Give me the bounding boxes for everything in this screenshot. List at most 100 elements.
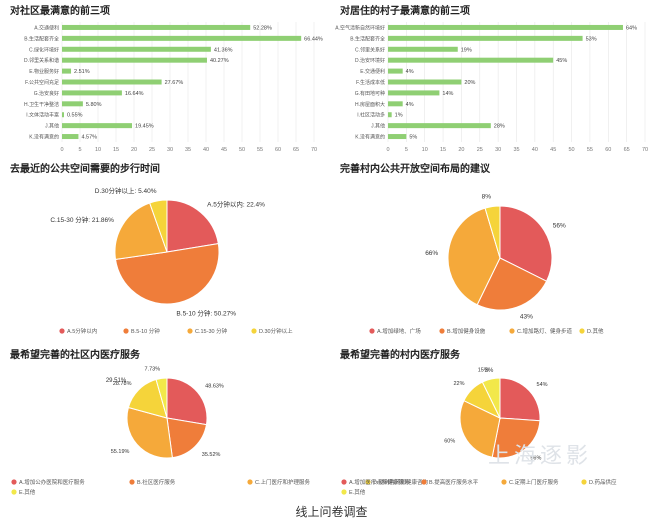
legend-swatch — [123, 328, 129, 334]
legend-swatch — [341, 489, 347, 495]
legend-label: B.5-10 分钟 — [131, 327, 160, 335]
category-label: G.有田地可种 — [355, 90, 385, 97]
legend-swatch — [581, 479, 587, 485]
slice-label: D.30分钟以上: 5.40% — [95, 186, 157, 195]
x-tick-label: 35 — [513, 147, 519, 153]
x-tick-label: 55 — [257, 147, 263, 153]
chart-title: 最希望完善的社区内医疗服务 — [10, 348, 141, 361]
bar — [62, 134, 79, 140]
pie-slice — [447, 207, 501, 306]
x-tick-label: 45 — [550, 147, 556, 153]
bar-value-label: 20% — [464, 80, 475, 86]
legend-swatch — [251, 328, 257, 334]
bar-value-label: 4% — [406, 102, 414, 108]
bar-value-label: 4.57% — [81, 135, 97, 141]
legend-swatch — [247, 479, 253, 485]
pie-chart-3: 完善村内公共开放空间布局的建议 56% 43% 66% 8% A.增加绿地、广场 B.增加健… — [340, 162, 604, 335]
pie-slice — [149, 199, 168, 253]
bar — [388, 112, 392, 118]
slice-label: 43% — [520, 314, 533, 321]
x-tick-label: 70 — [642, 147, 648, 153]
slice-label: B.5-10 分钟: 50.27% — [176, 308, 236, 317]
slice-label: 54% — [537, 382, 548, 388]
legend-swatch — [59, 328, 65, 334]
x-tick-label: 35 — [185, 147, 191, 153]
legend-label: E.其他 — [349, 488, 366, 496]
bar-value-label: 4% — [406, 69, 414, 75]
x-tick-label: 45 — [221, 147, 227, 153]
bar — [62, 24, 251, 30]
x-tick-label: 40 — [532, 147, 538, 153]
legend-swatch — [439, 328, 445, 334]
legend: A.增加医疗点和健康服务 B.提高医疗服务水平 C.定期上门医疗服务 D.药品供应 E.… — [341, 478, 617, 496]
x-tick-label: 0 — [60, 147, 63, 153]
legend-label: D.其他 — [587, 327, 604, 335]
bar-value-label: 5% — [409, 135, 417, 141]
pie-slice — [476, 257, 548, 311]
slice-label: 66% — [425, 250, 438, 257]
category-label: F.公共空间充足 — [25, 79, 59, 86]
bar — [388, 68, 403, 74]
category-label: B.生活配套齐全 — [24, 35, 59, 42]
x-tick-label: 40 — [203, 147, 209, 153]
x-tick-label: 10 — [95, 147, 101, 153]
pie-chart-2: 去最近的公共空间需要的步行时间 A.5分钟以内: 22.4% B.5-10 分钟: … — [10, 162, 293, 335]
legend: A.增加绿地、广场 B.增加健身设施 C.增加路灯、健身步道 D.其他 — [369, 327, 604, 335]
legend-label: C.15-30 分钟 — [195, 327, 228, 335]
pie-slice — [166, 199, 219, 253]
slice-label: 56% — [530, 456, 541, 462]
slice-label: 55.19% — [111, 449, 130, 455]
watermark: 上海逐影 — [488, 444, 593, 469]
category-label: D.邻里关系和谐 — [24, 57, 59, 64]
category-label: B.生活配套齐全 — [350, 35, 385, 42]
category-label: H.房屋面积大 — [355, 101, 385, 108]
bar — [62, 57, 207, 63]
pie-slice — [484, 205, 501, 259]
x-tick-label: 25 — [149, 147, 155, 153]
legend-label: C.上门医疗和护理服务 — [255, 478, 311, 486]
x-tick-label: 50 — [569, 147, 575, 153]
legend-label: B.增加健身设施 — [447, 327, 486, 335]
chart-title: 对居住的村子最满意的前三项 — [340, 4, 470, 17]
category-label: K.没有满意的 — [355, 134, 385, 141]
bar — [388, 134, 407, 140]
legend-swatch — [501, 479, 507, 485]
category-label: H.卫生干净整洁 — [24, 101, 59, 108]
x-tick-label: 20 — [458, 147, 464, 153]
bar-value-label: 19.45% — [135, 124, 154, 130]
bar-value-label: 66.44% — [304, 36, 323, 42]
legend-swatch — [11, 489, 17, 495]
legend-swatch — [11, 479, 17, 485]
category-label: I.文体活动丰富 — [26, 112, 59, 119]
x-tick-label: 55 — [587, 147, 593, 153]
legend-swatch — [187, 328, 193, 334]
bar-value-label: 27.67% — [165, 80, 184, 86]
legend-swatch — [129, 479, 135, 485]
x-tick-label: 30 — [167, 147, 173, 153]
legend: A.5分钟以内 B.5-10 分钟 C.15-30 分钟 D.30分钟以上 — [59, 327, 293, 335]
bar — [62, 79, 162, 85]
category-label: C.绿化环境好 — [29, 46, 59, 53]
pie-slice — [166, 377, 208, 426]
category-label: C.邻里关系好 — [355, 46, 385, 53]
slice-label: 8% — [482, 194, 492, 201]
x-tick-label: 60 — [605, 147, 611, 153]
chart-title: 最希望完善的村内医疗服务 — [340, 348, 461, 361]
chart-title: 去最近的公共空间需要的步行时间 — [10, 162, 160, 175]
category-label: K.没有满意的 — [29, 134, 59, 141]
bar — [62, 35, 302, 41]
legend: A.增加公办医院和医疗服务 B.社区医疗服务 C.上门医疗和护理服务 D.便利购药和健… — [11, 478, 429, 496]
x-tick-label: 65 — [624, 147, 630, 153]
pie-slice — [481, 377, 501, 419]
slice-label: 56% — [553, 222, 566, 229]
bar — [62, 46, 211, 52]
pie-slice — [499, 205, 553, 282]
legend-swatch — [341, 479, 347, 485]
bar-value-label: 14% — [442, 91, 453, 97]
category-label: F.生活成本低 — [356, 79, 385, 86]
bar — [388, 79, 462, 85]
x-tick-label: 5 — [78, 147, 81, 153]
slice-label: 29.51% — [106, 378, 127, 384]
legend-label: C.定期上门医疗服务 — [509, 478, 559, 486]
pie-slice — [166, 417, 208, 459]
